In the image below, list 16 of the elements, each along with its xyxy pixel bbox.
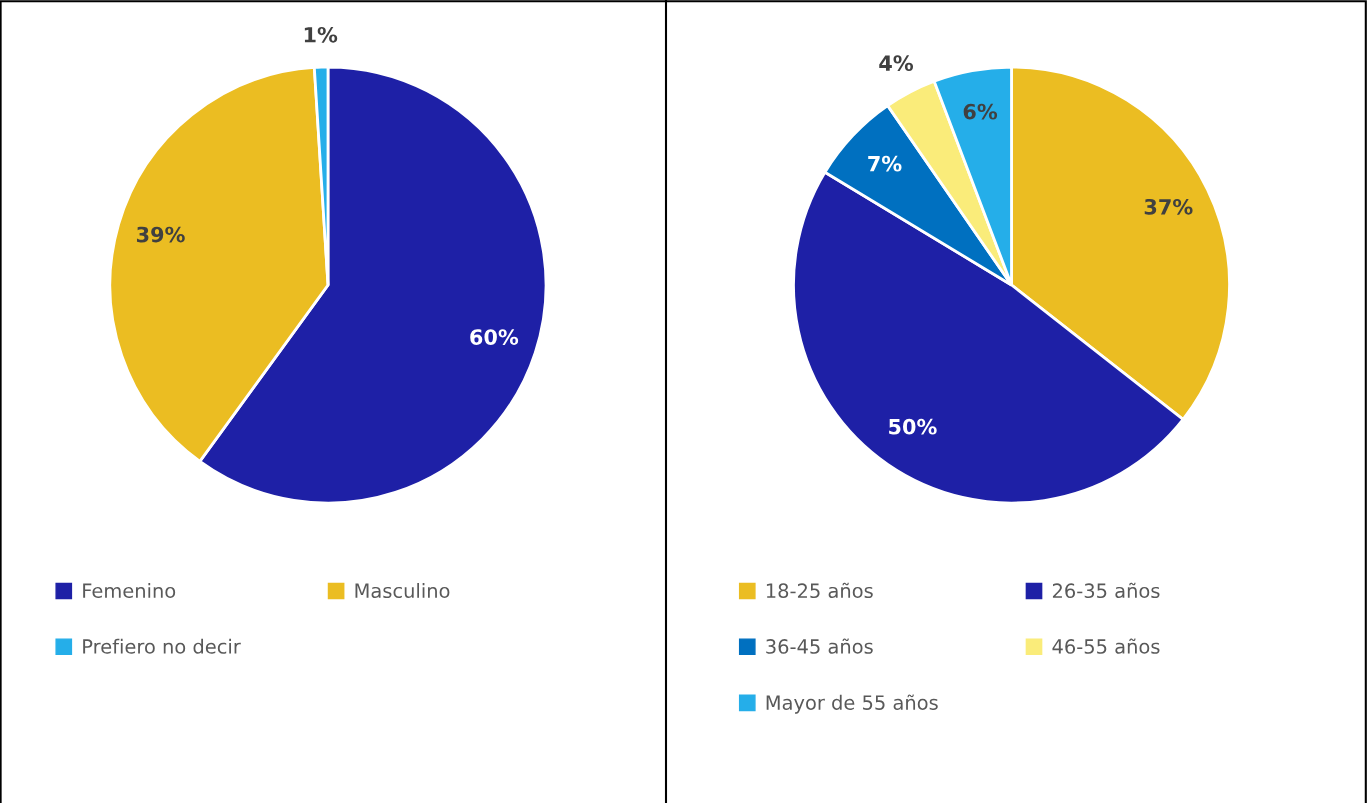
data-label: 50% bbox=[889, 418, 937, 435]
data-label: 60% bbox=[470, 329, 519, 345]
legend-label: 26-35 años bbox=[1052, 582, 1160, 599]
legend-label: 18-25 años bbox=[766, 582, 873, 599]
data-label: 1% bbox=[304, 26, 338, 43]
legend-label: 46-55 años bbox=[1052, 638, 1160, 654]
legend-label: Mayor de 55 años bbox=[766, 694, 938, 714]
legend-label: Masculino bbox=[355, 583, 450, 599]
data-label: 7% bbox=[868, 155, 902, 172]
data-label: 4% bbox=[879, 55, 914, 71]
legend-label: Femenino bbox=[83, 583, 176, 599]
legend-label: Prefiero no decir bbox=[83, 638, 241, 654]
data-label: 37% bbox=[1144, 198, 1193, 215]
legend-label: 36-45 años bbox=[766, 638, 873, 654]
data-label: 6% bbox=[963, 103, 998, 120]
data-label: 39% bbox=[136, 226, 185, 243]
